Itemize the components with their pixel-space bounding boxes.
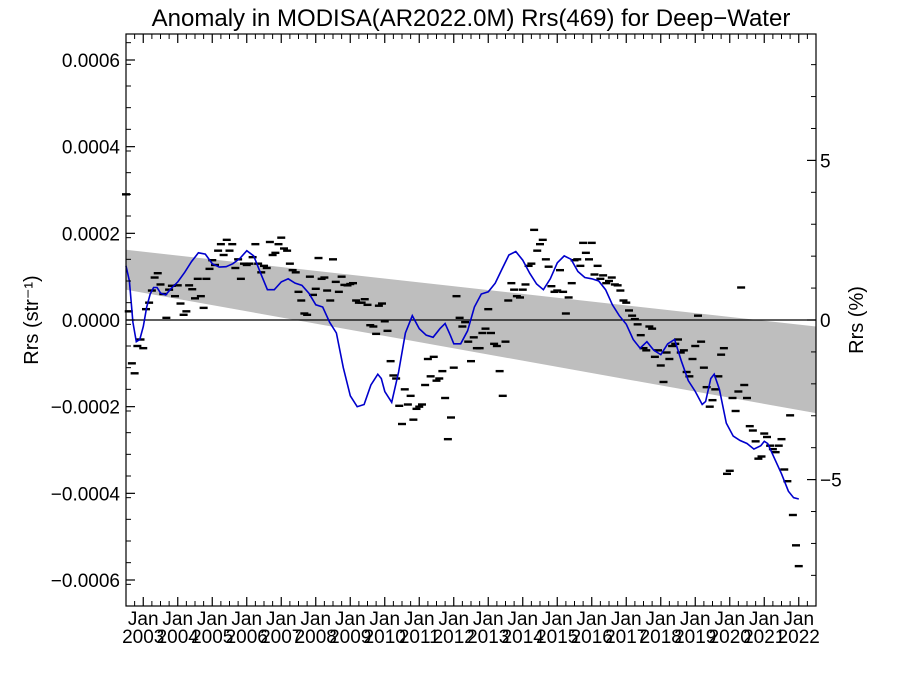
x-tick-month: Jan <box>369 609 400 630</box>
x-tick-year: 2022 <box>778 627 820 648</box>
x-tick-month: Jan <box>162 609 193 630</box>
x-tick-year: 2014 <box>502 627 545 648</box>
x-tick-month: Jan <box>714 609 745 630</box>
y-tick-label: 0.0002 <box>62 224 120 245</box>
x-tick-month: Jan <box>783 609 814 630</box>
y-axis-label-right: Rrs (%) <box>846 286 868 354</box>
x-tick-year: 2008 <box>295 627 337 648</box>
x-tick-month: Jan <box>645 609 676 630</box>
x-tick-month: Jan <box>473 609 504 630</box>
x-tick-year: 2021 <box>743 627 785 648</box>
x-tick-month: Jan <box>197 609 228 630</box>
x-tick-month: Jan <box>680 609 711 630</box>
x-tick-year: 2010 <box>364 627 406 648</box>
x-tick-month: Jan <box>335 609 366 630</box>
x-tick-month: Jan <box>404 609 435 630</box>
x-tick-year: 2015 <box>536 627 578 648</box>
y-tick-label: 0.0004 <box>62 138 121 159</box>
y2-tick-label: 0 <box>820 311 831 332</box>
x-tick-year: 2020 <box>709 627 751 648</box>
x-tick-month: Jan <box>542 609 573 630</box>
x-tick-month: Jan <box>749 609 780 630</box>
y-tick-label: 0.0000 <box>62 311 120 332</box>
x-tick-month: Jan <box>266 609 297 630</box>
y-tick-label: −0.0006 <box>51 571 120 592</box>
x-tick-year: 2003 <box>122 627 164 648</box>
x-tick-year: 2004 <box>157 627 200 648</box>
x-tick-month: Jan <box>576 609 607 630</box>
y2-tick-label: 5 <box>820 151 831 172</box>
x-tick-year: 2012 <box>433 627 475 648</box>
x-tick-year: 2006 <box>226 627 268 648</box>
smoothed-anomaly-line <box>125 249 799 500</box>
x-tick-year: 2018 <box>640 627 682 648</box>
y-tick-label: −0.0002 <box>51 398 120 419</box>
chart-title: Anomaly in MODISA(AR2022.0M) Rrs(469) fo… <box>152 5 791 32</box>
y-tick-label: −0.0004 <box>51 484 121 505</box>
x-tick-month: Jan <box>128 609 159 630</box>
x-tick-month: Jan <box>611 609 642 630</box>
y-axis-label-left: Rrs (str⁻¹) <box>21 275 43 364</box>
x-tick-year: 2019 <box>674 627 716 648</box>
x-tick-year: 2009 <box>329 627 371 648</box>
y2-tick-label: −5 <box>820 471 842 492</box>
x-tick-year: 2013 <box>467 627 509 648</box>
x-tick-month: Jan <box>507 609 538 630</box>
x-tick-year: 2017 <box>605 627 647 648</box>
x-tick-year: 2016 <box>571 627 613 648</box>
x-tick-year: 2011 <box>399 627 440 648</box>
x-tick-year: 2007 <box>260 627 302 648</box>
x-tick-year: 2005 <box>191 627 233 648</box>
x-tick-month: Jan <box>438 609 469 630</box>
x-tick-month: Jan <box>300 609 331 630</box>
y-tick-label: 0.0006 <box>62 51 120 72</box>
x-tick-month: Jan <box>231 609 262 630</box>
